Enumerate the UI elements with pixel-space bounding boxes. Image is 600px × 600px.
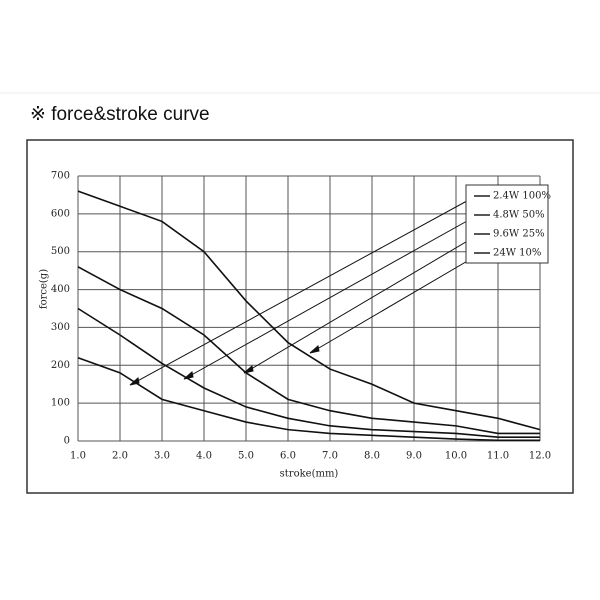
legend-label: 24W 10% — [493, 248, 541, 259]
x-tick-label: 3.0 — [154, 451, 170, 462]
y-tick-label: 700 — [51, 171, 70, 182]
y-tick-label: 400 — [51, 284, 70, 295]
y-tick-label: 300 — [51, 322, 70, 333]
legend-label: 9.6W 25% — [493, 229, 545, 240]
arrow — [311, 255, 477, 353]
x-tick-label: 5.0 — [238, 451, 254, 462]
legend-label: 2.4W 100% — [493, 191, 551, 202]
y-tick-label: 100 — [51, 398, 70, 409]
arrow — [131, 195, 477, 385]
x-tick-label: 8.0 — [364, 451, 380, 462]
y-axis-label: force(g) — [39, 269, 50, 309]
series-line — [77, 190, 541, 431]
chart-frame — [26, 139, 574, 494]
arrow — [245, 235, 477, 373]
y-tick-label: 600 — [51, 208, 70, 219]
legend-label: 4.8W 50% — [493, 210, 545, 221]
x-tick-label: 1.0 — [70, 451, 86, 462]
series-line — [77, 307, 540, 439]
x-tick-label: 12.0 — [529, 451, 551, 462]
x-tick-label: 9.0 — [406, 451, 422, 462]
series-line — [77, 356, 540, 442]
y-tick-label: 0 — [64, 436, 70, 447]
x-tick-label: 6.0 — [280, 451, 296, 462]
x-tick-label: 2.0 — [112, 451, 128, 462]
chart-title: ※ force&stroke curve — [30, 104, 210, 125]
x-tick-label: 4.0 — [196, 451, 212, 462]
x-tick-label: 11.0 — [487, 451, 509, 462]
arrow — [185, 215, 477, 379]
series-line — [77, 266, 540, 435]
arrowhead — [243, 365, 254, 374]
legend-box — [465, 184, 549, 264]
y-tick-label: 500 — [51, 246, 70, 257]
arrowhead — [309, 345, 320, 354]
x-axis-label: stroke(mm) — [280, 469, 339, 480]
x-tick-label: 7.0 — [322, 451, 338, 462]
annotation-arrows — [129, 195, 477, 386]
x-tick-label: 10.0 — [445, 451, 467, 462]
y-tick-label: 200 — [51, 360, 70, 371]
